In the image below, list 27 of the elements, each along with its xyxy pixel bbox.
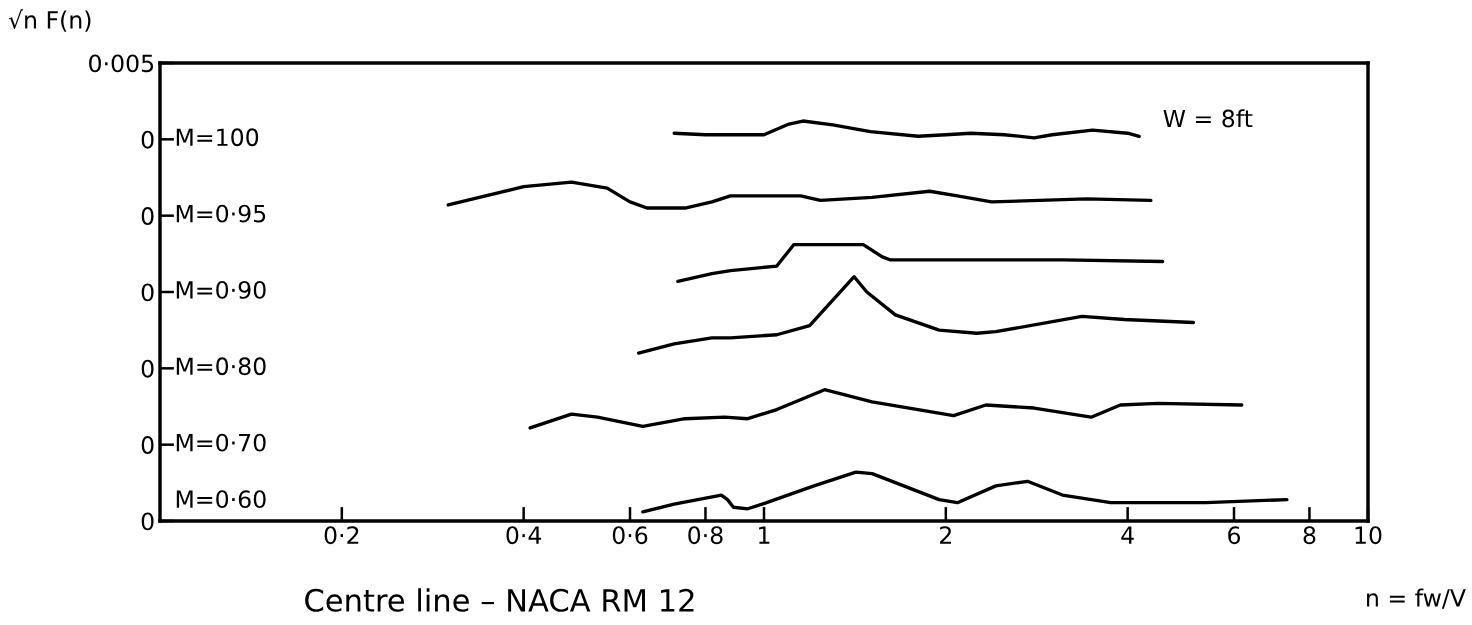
x-tick-label: 10 bbox=[1355, 526, 1382, 545]
annotation: M=100 bbox=[176, 128, 259, 147]
x-tick-label: 0·6 bbox=[612, 526, 648, 545]
annotation: M=0·70 bbox=[176, 433, 266, 452]
y-tick-label: 0 bbox=[141, 130, 154, 149]
x-tick-label: 4 bbox=[1121, 526, 1134, 544]
annotation: W = 8ft bbox=[1163, 109, 1253, 128]
text: Centre line – NACA RM 12 bbox=[305, 588, 694, 612]
x-tick-label: 2 bbox=[940, 526, 951, 544]
y-tick-label: 0 bbox=[141, 359, 154, 378]
x-tick-label: 0·4 bbox=[506, 526, 542, 545]
y-tick-label: 0·005 bbox=[89, 54, 154, 73]
x-tick-label: 1 bbox=[759, 526, 770, 544]
annotation: M=0·90 bbox=[176, 280, 266, 299]
y-axis-title: √n F(n) bbox=[8, 9, 91, 32]
x-tick-label: 0·8 bbox=[688, 526, 723, 545]
annotation: M=0·95 bbox=[176, 204, 266, 223]
x-axis-title: n = fw/V bbox=[1367, 588, 1466, 609]
y-tick-label: 0 bbox=[141, 207, 154, 225]
x-tick-label: 6 bbox=[1228, 526, 1241, 545]
y-tick-label: 0 bbox=[141, 436, 154, 454]
x-tick-label: 0·2 bbox=[324, 526, 359, 545]
y-tick-label: 0 bbox=[141, 283, 154, 302]
annotation: M=0·80 bbox=[176, 357, 266, 376]
y-tick-label: 0 bbox=[141, 512, 154, 531]
annotation: M=0·60 bbox=[176, 490, 266, 509]
x-tick-label: 8 bbox=[1303, 526, 1316, 545]
